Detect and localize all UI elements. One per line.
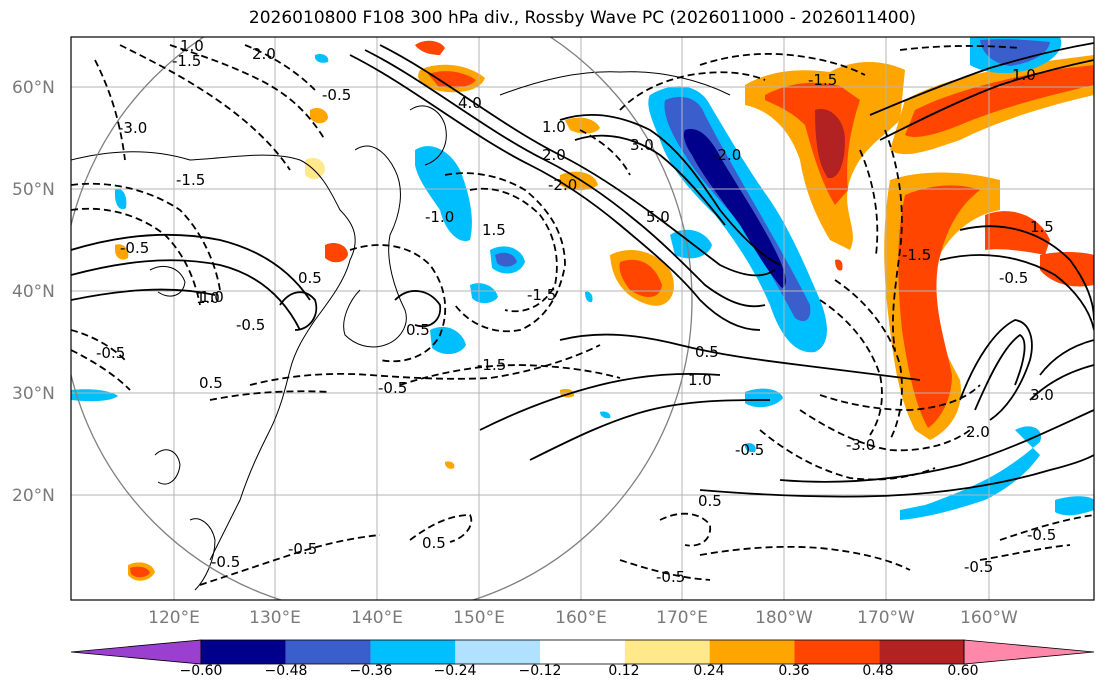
colorbar-tick-label: 0.12 xyxy=(608,663,639,679)
contour-label: -2.0 xyxy=(712,146,741,164)
contour-label: -0.5 xyxy=(1027,526,1056,544)
contour-label: 1.0 xyxy=(1012,66,1036,84)
contour-label: 1.5 xyxy=(1030,218,1054,236)
contour-label: -0.5 xyxy=(211,553,240,571)
colorbar-segment xyxy=(285,640,371,664)
contour-label: -0.5 xyxy=(735,441,764,459)
contour-label: -3.0 xyxy=(118,119,147,137)
lat-label: 60°N xyxy=(12,78,55,98)
lon-label: 140°E xyxy=(351,608,403,628)
coastlines xyxy=(71,71,731,591)
lat-label: 50°N xyxy=(12,180,55,200)
contour-label: 1.0 xyxy=(688,371,712,389)
colorbar-tick-label: 0.36 xyxy=(778,663,809,679)
reference-circle xyxy=(71,37,693,600)
contour-label: 1.0 xyxy=(200,288,224,306)
lon-label: 160°W xyxy=(960,608,1018,628)
contour-label: -0.5 xyxy=(288,540,317,558)
contour-label: -0.5 xyxy=(120,239,149,257)
contour-label: -1.0 xyxy=(425,208,454,226)
contour-label: 0.5 xyxy=(199,374,223,392)
contour-labels: 1.0 2.0 -1.5 -0.5 -3.0 4.0 1.0 -1.5 1.0 … xyxy=(96,37,1056,586)
contour-label: -1.5 xyxy=(808,71,837,89)
latitude-labels: 60°N 50°N 40°N 30°N 20°N xyxy=(12,78,55,506)
lon-label: 160°E xyxy=(555,608,607,628)
colorbar-segment xyxy=(455,640,541,664)
contour-label: 0.5 xyxy=(695,343,719,361)
colorbar-segment xyxy=(540,640,625,664)
colorbar-segments xyxy=(70,639,1095,665)
contour-label: 4.0 xyxy=(458,94,482,112)
lon-label: 180°W xyxy=(755,608,813,628)
colorbar-segment xyxy=(201,640,286,664)
lon-label: 150°E xyxy=(453,608,505,628)
contour-label: 2.0 xyxy=(966,423,990,441)
positive-divergence-shading xyxy=(115,40,1094,581)
colorbar-segment xyxy=(624,640,710,664)
colorbar-segment xyxy=(370,640,456,664)
colorbar-outline xyxy=(200,639,965,665)
colorbar-tick-label: 0.24 xyxy=(693,663,724,679)
colorbar-extend-low xyxy=(70,639,202,665)
contour-label: 1.0 xyxy=(196,289,220,307)
colorbar-segment xyxy=(879,640,964,664)
map-content: 1.0 2.0 -1.5 -0.5 -3.0 4.0 1.0 -1.5 1.0 … xyxy=(71,37,1094,600)
colorbar-segment xyxy=(709,640,795,664)
contour-label: 3.0 xyxy=(1030,386,1054,404)
longitude-labels: 120°E 130°E 140°E 150°E 160°E 170°E 180°… xyxy=(148,608,1018,628)
colorbar-tick-label: −0.24 xyxy=(434,663,477,679)
contour-label: -1.5 xyxy=(172,52,201,70)
contour-label: 0.5 xyxy=(698,492,722,510)
contour-label: -0.5 xyxy=(96,344,125,362)
contour-label: -3.0 xyxy=(846,436,875,454)
lat-label: 20°N xyxy=(12,486,55,506)
colorbar: −0.60 −0.48 −0.36 −0.24 −0.12 0.12 0.24 … xyxy=(70,639,1095,679)
contour-label: -1.5 xyxy=(902,246,931,264)
colorbar-extend-high xyxy=(963,639,1095,665)
lon-label: 170°E xyxy=(656,608,708,628)
contour-label: 0.5 xyxy=(422,534,446,552)
colorbar-tick-label: −0.48 xyxy=(265,663,308,679)
negative-divergence-shading xyxy=(71,37,1094,520)
contour-label: -1.5 xyxy=(176,171,205,189)
lon-label: 170°W xyxy=(857,608,915,628)
lon-label: 120°E xyxy=(148,608,200,628)
contour-label: 2.0 xyxy=(252,45,276,63)
contour-label: 0.5 xyxy=(406,321,430,339)
contour-label: -0.5 xyxy=(236,316,265,334)
contour-label: -1.5 xyxy=(527,286,556,304)
map-title: 2026010800 F108 300 hPa div., Rossby Wav… xyxy=(248,8,917,28)
contour-label: 3.0 xyxy=(630,136,654,154)
contour-label: 0.5 xyxy=(298,269,322,287)
positive-contours xyxy=(71,42,1094,498)
contour-label: 2.0 xyxy=(542,146,566,164)
lat-label: 30°N xyxy=(12,384,55,404)
lon-label: 130°E xyxy=(249,608,301,628)
colorbar-segment xyxy=(794,640,880,664)
contour-label: 5.0 xyxy=(646,208,670,226)
contour-label: -0.5 xyxy=(964,558,993,576)
negative-contours xyxy=(71,44,1094,586)
colorbar-tick-label: −0.36 xyxy=(350,663,393,679)
contour-label: -0.5 xyxy=(378,379,407,397)
colorbar-tick-label: 0.60 xyxy=(947,663,978,679)
contour-label: -0.5 xyxy=(656,568,685,586)
colorbar-tick-label: 0.48 xyxy=(862,663,893,679)
contour-label: 1.5 xyxy=(482,221,506,239)
contour-label: -0.5 xyxy=(322,86,351,104)
lat-label: 40°N xyxy=(12,282,55,302)
colorbar-ticks: −0.60 −0.48 −0.36 −0.24 −0.12 0.12 0.24 … xyxy=(180,663,979,679)
contour-label: -0.5 xyxy=(999,269,1028,287)
colorbar-tick-label: −0.60 xyxy=(180,663,223,679)
map-frame xyxy=(70,36,1095,601)
contour-label: 1.0 xyxy=(180,37,204,55)
contour-label: -1.5 xyxy=(477,356,506,374)
colorbar-tick-label: −0.12 xyxy=(519,663,562,679)
contour-label: -2.0 xyxy=(548,176,577,194)
contour-label: 1.0 xyxy=(542,118,566,136)
